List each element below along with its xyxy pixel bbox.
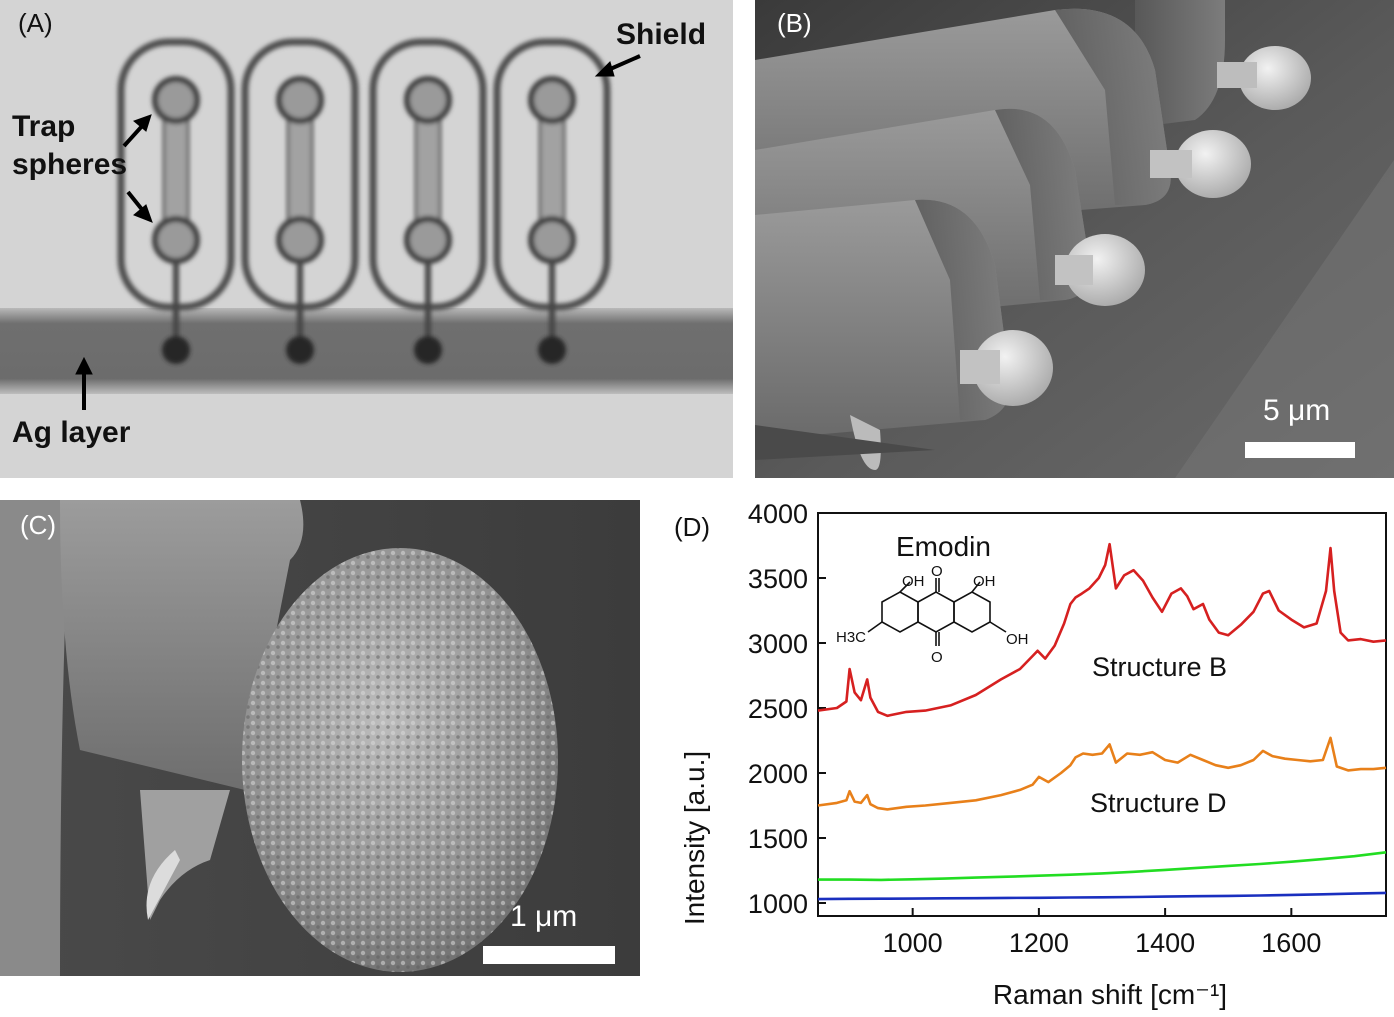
panel-c-scale-label: 1 μm bbox=[510, 900, 578, 933]
panel-b-label: (B) bbox=[777, 8, 812, 38]
series-line-3 bbox=[817, 891, 1387, 901]
panel-d: (D) 1000 1500 2000 2500 3000 3500 4000 1000 1200… bbox=[660, 498, 1394, 1012]
y-tick-label: 1000 bbox=[748, 889, 808, 919]
panel-c-scale-bar bbox=[483, 946, 615, 964]
y-tick-label: 4000 bbox=[748, 499, 808, 529]
emodin-structure bbox=[867, 578, 1007, 646]
panel-b-scale-label: 5 μm bbox=[1263, 394, 1331, 427]
y-tick-label: 3000 bbox=[748, 629, 808, 659]
inset-title: Emodin bbox=[896, 531, 991, 562]
x-tick-label: 1400 bbox=[1135, 928, 1195, 958]
panel-b: (B) 5 μm bbox=[755, 0, 1394, 478]
panel-a: (A) Shield Trap spheres Ag layer bbox=[0, 0, 733, 478]
panel-b-sem-image bbox=[755, 0, 1394, 478]
emodin-inset: Emodin OH O OH O OH H3C bbox=[836, 531, 1029, 666]
annotation-arrows bbox=[75, 54, 641, 410]
panel-d-label: (D) bbox=[674, 512, 710, 542]
series-line-2 bbox=[818, 851, 1387, 882]
y-axis-label: Intensity [a.u.] bbox=[679, 751, 710, 925]
label-oh-right: OH bbox=[973, 573, 996, 590]
shield-annotation: Shield bbox=[616, 18, 707, 51]
y-tick-label: 2500 bbox=[748, 694, 808, 724]
panel-a-label: (A) bbox=[18, 8, 53, 38]
panel-c-sem-image bbox=[0, 500, 640, 976]
panel-a-micrograph bbox=[0, 0, 733, 478]
annotation-structure-d: Structure D bbox=[1090, 788, 1227, 818]
ag-layer-band bbox=[0, 308, 733, 394]
annotation-structure-b: Structure B bbox=[1092, 652, 1227, 682]
label-o-bottom: O bbox=[931, 649, 943, 666]
label-oh-bottom: OH bbox=[1006, 631, 1029, 648]
chart-axes: 1000 1500 2000 2500 3000 3500 4000 1000 1200 1400… bbox=[748, 499, 1387, 958]
pillar-bars bbox=[755, 0, 1311, 470]
panel-c: (C) 1 μm bbox=[0, 500, 640, 976]
x-tick-label: 1600 bbox=[1261, 928, 1321, 958]
trap-spheres-annotation-line1: Trap bbox=[12, 110, 76, 143]
ag-layer-annotation: Ag layer bbox=[12, 416, 131, 449]
raman-chart: (D) 1000 1500 2000 2500 3000 3500 4000 1000 1200… bbox=[674, 499, 1387, 1010]
series-line-1 bbox=[817, 736, 1387, 811]
panel-b-scale-bar bbox=[1245, 442, 1355, 458]
label-ch3: H3C bbox=[836, 629, 866, 646]
y-tick-label: 3500 bbox=[748, 564, 808, 594]
chart-series bbox=[817, 542, 1387, 901]
x-tick-label: 1000 bbox=[883, 928, 943, 958]
x-tick-label: 1200 bbox=[1009, 928, 1069, 958]
plot-frame bbox=[817, 512, 1387, 917]
label-oh-left: OH bbox=[902, 573, 925, 590]
trap-structures bbox=[117, 38, 611, 364]
label-o-top: O bbox=[931, 563, 943, 580]
panel-c-label: (C) bbox=[20, 510, 57, 540]
series-line-0 bbox=[817, 542, 1387, 718]
x-axis-label: Raman shift [cm⁻¹] bbox=[993, 979, 1227, 1010]
y-tick-label: 2000 bbox=[748, 759, 808, 789]
trap-spheres-annotation-line2: spheres bbox=[12, 148, 128, 181]
y-tick-label: 1500 bbox=[748, 824, 808, 854]
